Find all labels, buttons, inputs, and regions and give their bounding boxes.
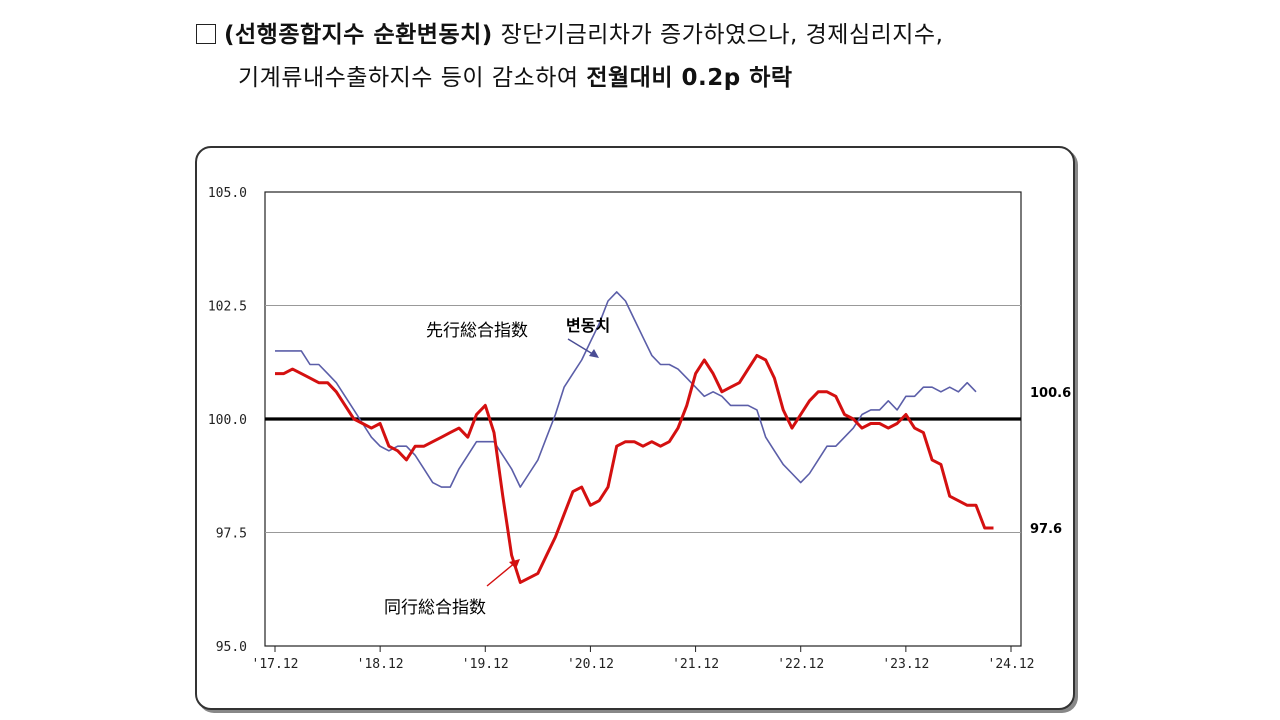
annotation-coincident-index: 同行総合指数 <box>384 598 486 618</box>
headline-conclusion: 전월대비 0.2p 하락 <box>586 65 793 91</box>
chart-annotations: 先行総合指数 변동치 同行総合指数 <box>384 316 610 618</box>
annotation-cyclical-component: 변동치 <box>566 316 610 335</box>
y-tick-label: 102.5 <box>208 300 247 315</box>
headline-line-1: (선행종합지수 순환변동치) 장단기금리차가 증가하였으나, 경제심리지수, <box>196 14 1096 57</box>
chart-frame <box>195 146 1075 710</box>
y-tick-label: 100.0 <box>208 413 247 428</box>
y-axis-ticks: 105.0 102.5 100.0 97.5 95.0 <box>208 186 247 655</box>
x-tick-label: '20.12 <box>567 657 614 672</box>
x-tick-label: '19.12 <box>462 657 509 672</box>
headline: (선행종합지수 순환변동치) 장단기금리차가 증가하였으나, 경제심리지수, 기… <box>196 14 1096 100</box>
x-tick-label: '24.12 <box>988 657 1035 672</box>
series-line-leading-index <box>275 291 977 488</box>
series-line-coincident-index <box>275 353 994 584</box>
square-bullet-icon <box>196 24 216 44</box>
headline-topic: (선행종합지수 순환변동치) <box>224 22 493 48</box>
chart-grid <box>264 191 1022 647</box>
x-tick-label: '23.12 <box>882 657 929 672</box>
x-tick-label: '17.12 <box>252 657 299 672</box>
x-tick-label: '21.12 <box>672 657 719 672</box>
chart-series <box>275 291 994 584</box>
y-tick-label: 97.5 <box>216 527 247 542</box>
y-tick-label: 105.0 <box>208 186 247 201</box>
annotation-arrowhead-leading <box>589 349 599 358</box>
x-tick-label: '18.12 <box>357 657 404 672</box>
y-tick-label: 95.0 <box>216 640 247 655</box>
x-axis-ticks: '17.12 '18.12 '19.12 '20.12 '21.12 '22.12 '23.… <box>252 646 1035 672</box>
headline-line-2: 기계류내수출하지수 등이 감소하여 전월대비 0.2p 하락 <box>196 57 1096 100</box>
headline-line-2-text: 기계류내수출하지수 등이 감소하여 <box>238 65 587 91</box>
annotation-arrow-coincident <box>486 561 517 587</box>
end-labels: 100.6 97.6 <box>1030 386 1071 537</box>
end-label-leading: 100.6 <box>1030 386 1071 401</box>
annotation-arrowhead-coincident <box>509 559 520 569</box>
annotation-leading-index: 先行総合指数 <box>426 321 528 341</box>
end-label-coincident: 97.6 <box>1030 522 1062 537</box>
headline-line-1-text: 장단기금리차가 증가하였으나, 경제심리지수, <box>492 22 944 48</box>
x-tick-label: '22.12 <box>777 657 824 672</box>
